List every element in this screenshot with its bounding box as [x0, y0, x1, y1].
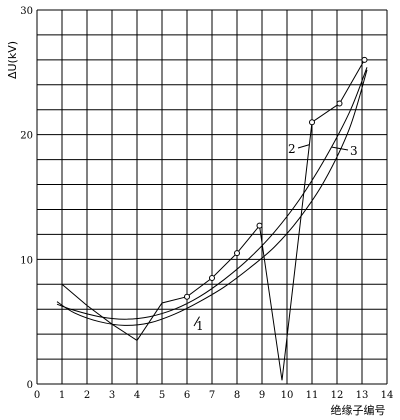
data-point — [184, 293, 190, 300]
x-tick-label: 11 — [306, 390, 319, 401]
x-tick-label: 4 — [134, 390, 140, 401]
y-tick-label: 20 — [20, 131, 33, 142]
curve-label-1: 1 — [196, 319, 204, 333]
series-3 — [56, 67, 368, 320]
series-line-3 — [56, 67, 368, 320]
x-axis-title: 绝缘子编号 — [331, 403, 386, 417]
x-tick-label: 13 — [356, 390, 369, 401]
data-point — [336, 100, 343, 107]
x-tick-label: 10 — [281, 390, 294, 401]
data-point — [209, 275, 215, 282]
x-tick-label: 7 — [209, 390, 215, 401]
data-point — [256, 222, 263, 229]
series-1 — [56, 69, 368, 326]
y-tick-label: 10 — [20, 255, 33, 266]
x-tick-label: 6 — [184, 390, 190, 401]
series-2 — [61, 56, 368, 381]
curve-label-leader — [193, 316, 200, 327]
series — [56, 56, 368, 381]
x-tick-label: 1 — [59, 390, 65, 401]
x-tick-label: 2 — [84, 390, 90, 401]
curve-labels: 1 2 3 — [193, 142, 358, 333]
y-axis-title: ΔU(kV) — [6, 41, 19, 79]
y-tick-label: 30 — [20, 6, 33, 17]
x-tick-label: 12 — [331, 390, 344, 401]
curve-label-leader — [297, 144, 310, 149]
data-point — [361, 56, 368, 63]
curve-label-2: 2 — [288, 142, 296, 156]
data-point — [309, 119, 315, 126]
grid — [36, 9, 388, 385]
y-tick-label: 0 — [27, 380, 33, 391]
x-tick-label: 5 — [159, 390, 165, 401]
x-tick-label: 0 — [34, 390, 40, 401]
x-tick-label: 3 — [109, 390, 115, 401]
curve-label-leader — [331, 146, 349, 151]
curve-label-3: 3 — [350, 144, 358, 158]
x-tick-label: 8 — [234, 390, 240, 401]
x-tick-label: 9 — [259, 390, 265, 401]
data-point — [234, 250, 240, 257]
series-line-2 — [61, 59, 365, 381]
x-tick-label: 14 — [381, 390, 394, 401]
series-line-1 — [56, 69, 368, 326]
